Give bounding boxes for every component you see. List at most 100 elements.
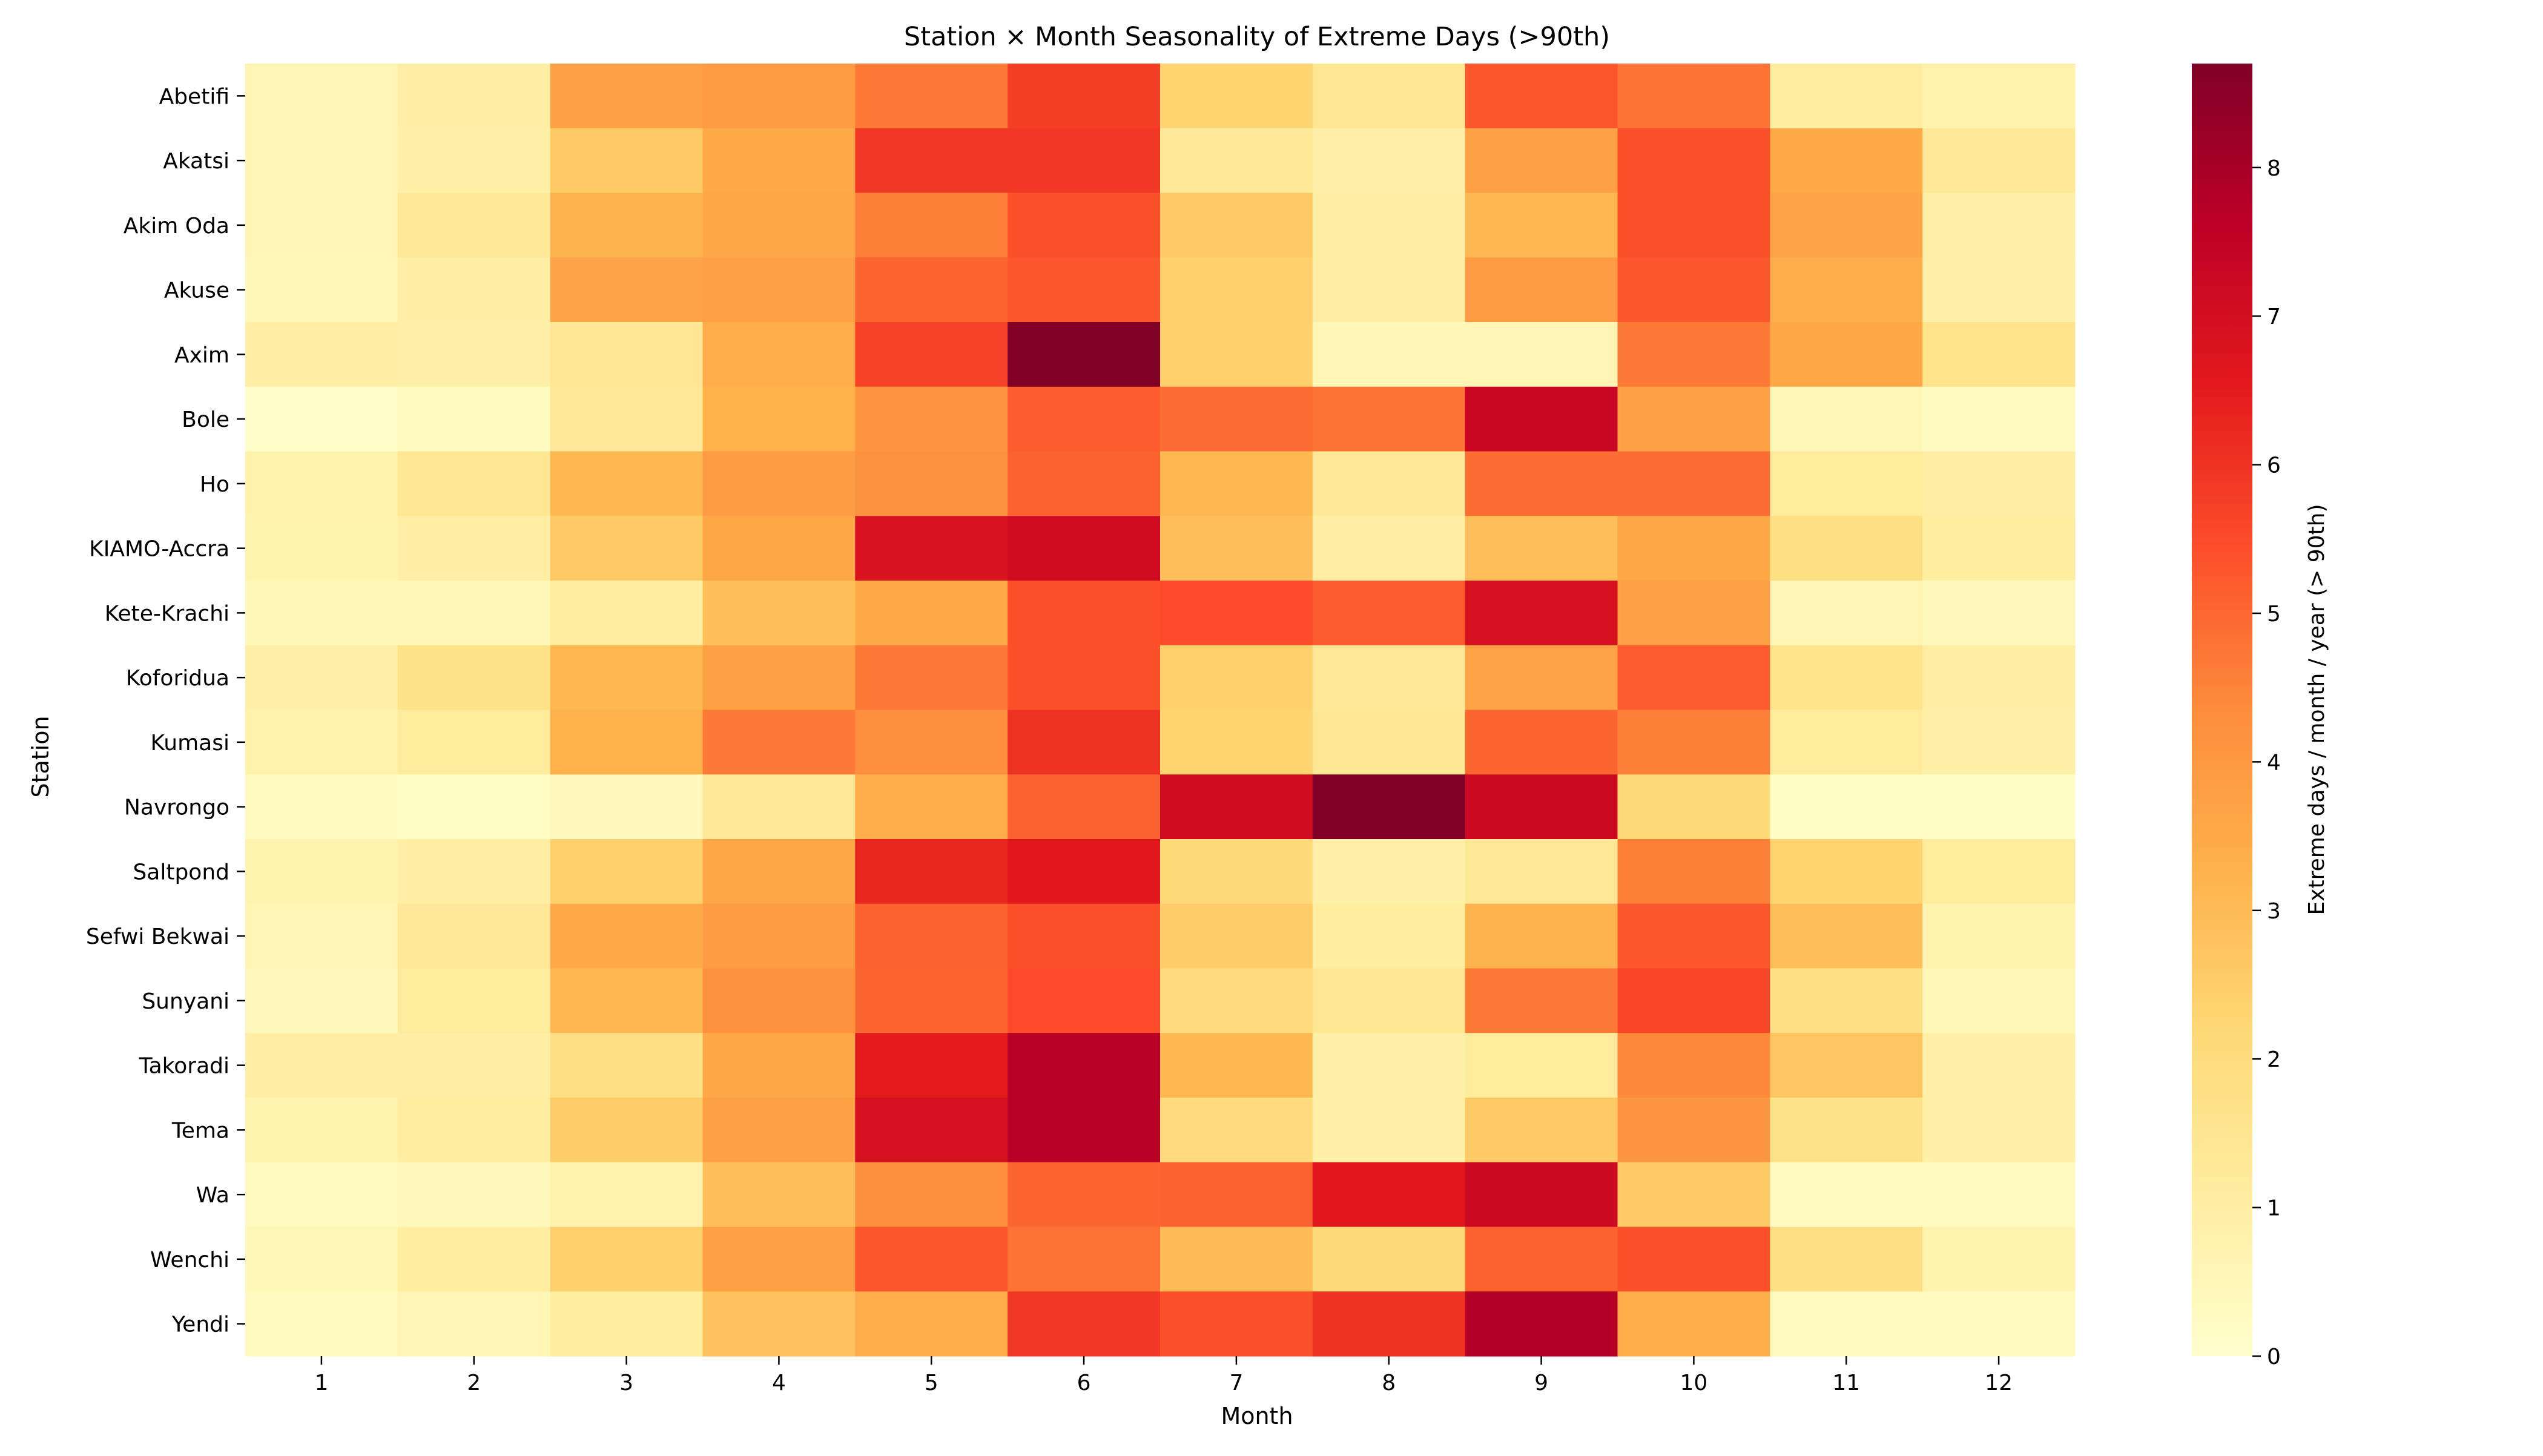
heatmap-cell [1312, 257, 1466, 323]
y-tick-label: Sefwi Bekwai [86, 924, 229, 949]
heatmap-cell [397, 1098, 551, 1163]
heatmap-cell [1008, 1227, 1161, 1292]
chart-title: Station × Month Seasonality of Extreme D… [904, 22, 1610, 52]
colorbar-tick-label: 1 [2267, 1196, 2281, 1221]
x-tick-label: 7 [1229, 1371, 1243, 1395]
heatmap-cell [550, 1033, 704, 1098]
heatmap-cell [1008, 1291, 1161, 1357]
heatmap-cell [245, 451, 398, 516]
heatmap-cell [1465, 581, 1618, 646]
heatmap-cell [1617, 968, 1770, 1033]
heatmap-cell [1312, 1098, 1466, 1163]
heatmap-cell [855, 968, 1008, 1033]
y-tick-label: Bole [182, 407, 229, 432]
heatmap-cell [1465, 257, 1618, 323]
heatmap-cell [550, 774, 704, 840]
heatmap-cell [1160, 451, 1313, 516]
heatmap-cell [1312, 451, 1466, 516]
heatmap-cell [397, 710, 551, 775]
heatmap-cell [1465, 903, 1618, 969]
y-tick-label: Kete-Krachi [105, 601, 229, 626]
heatmap-cell [1770, 64, 1923, 129]
heatmap-cell [1617, 581, 1770, 646]
y-tick-label: Wa [196, 1183, 229, 1208]
heatmap-cell [1922, 774, 2076, 840]
y-tick-label: Wenchi [150, 1248, 229, 1273]
heatmap-cell [550, 1291, 704, 1357]
heatmap-cell [550, 710, 704, 775]
heatmap-cell [1160, 581, 1313, 646]
heatmap-cell [1922, 128, 2076, 194]
heatmap-cell [397, 1162, 551, 1228]
heatmap-cell [1922, 581, 2076, 646]
heatmap-cell [1160, 322, 1313, 387]
heatmap-cell [1770, 774, 1923, 840]
heatmap-cell [1617, 774, 1770, 840]
heatmap-cell [245, 516, 398, 581]
heatmap-cell [1312, 128, 1466, 194]
heatmap-cell [855, 451, 1008, 516]
colorbar-tick-label: 8 [2267, 156, 2281, 181]
heatmap-cell [1922, 1291, 2076, 1357]
x-tick-label: 12 [1985, 1371, 2013, 1395]
heatmap-cell [855, 1227, 1008, 1292]
heatmap-cell [397, 903, 551, 969]
heatmap-cell [1160, 774, 1313, 840]
y-tick-label: Yendi [171, 1313, 229, 1337]
y-tick-label: Akim Oda [124, 214, 229, 239]
heatmap-cell [1160, 903, 1313, 969]
heatmap-cell [245, 1162, 398, 1228]
x-tick-label: 6 [1077, 1371, 1091, 1395]
heatmap-cell [397, 1291, 551, 1357]
heatmap-cell [1312, 386, 1466, 452]
heatmap-cell [1008, 322, 1161, 387]
heatmap-cell [1617, 903, 1770, 969]
y-tick-label: Koforidua [126, 666, 229, 691]
heatmap-cell [1008, 128, 1161, 194]
heatmap-cell [1770, 257, 1923, 323]
heatmap-cell [1465, 1227, 1618, 1292]
heatmap-cell [1617, 1162, 1770, 1228]
heatmap-cell [1008, 1162, 1161, 1228]
heatmap-cell [1312, 903, 1466, 969]
heatmap-cell [245, 710, 398, 775]
heatmap-cell [1465, 1033, 1618, 1098]
heatmap-cell [702, 257, 856, 323]
heatmap-cell [1770, 1291, 1923, 1357]
heatmap-cell [397, 645, 551, 711]
heatmap-cell [397, 581, 551, 646]
heatmap-cell [1770, 516, 1923, 581]
heatmap-cell [1770, 1162, 1923, 1228]
heatmap-cell [1922, 1162, 2076, 1228]
heatmap-cell [550, 581, 704, 646]
heatmap-cell [397, 322, 551, 387]
heatmap-cell [1008, 386, 1161, 452]
heatmap-cell [1465, 968, 1618, 1033]
heatmap-cell [245, 128, 398, 194]
heatmap-cell [1160, 968, 1313, 1033]
heatmap-cell [1617, 1033, 1770, 1098]
heatmap-cell [397, 257, 551, 323]
colorbar-label: Extreme days / month / year (> 90th) [2304, 504, 2329, 915]
heatmap-cell [245, 839, 398, 904]
heatmap-cell [1312, 322, 1466, 387]
heatmap-cell [1922, 1033, 2076, 1098]
heatmap-cell [397, 193, 551, 258]
heatmap-cell [397, 774, 551, 840]
heatmap-cell [1008, 645, 1161, 711]
heatmap-cell [1312, 1227, 1466, 1292]
heatmap-cell [702, 839, 856, 904]
heatmap-cell [550, 903, 704, 969]
heatmap-cell [1160, 128, 1313, 194]
heatmap-cell [550, 386, 704, 452]
heatmap-cell [1465, 774, 1618, 840]
heatmap-cell [1922, 645, 2076, 711]
x-axis: 1 2 3 4 5 6 7 8 9 10 11 12 [314, 1356, 2013, 1395]
heatmap-cell [1770, 451, 1923, 516]
heatmap-cell [855, 516, 1008, 581]
x-axis-label: Month [1221, 1403, 1293, 1429]
heatmap-cell [1922, 839, 2076, 904]
colorbar-tick-label: 4 [2267, 750, 2281, 775]
